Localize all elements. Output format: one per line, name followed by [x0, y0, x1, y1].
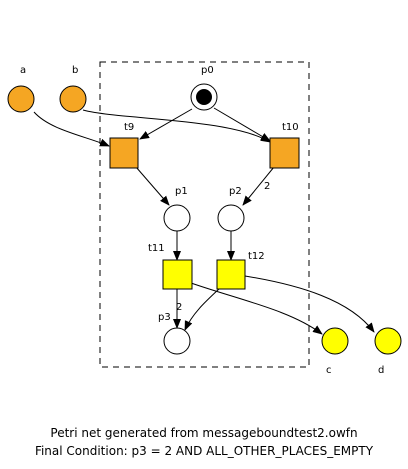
label-t10: t10	[282, 122, 299, 133]
label-d: d	[378, 365, 384, 376]
token-p0	[196, 89, 212, 105]
place-c	[321, 327, 349, 355]
place-a	[7, 85, 35, 113]
arc-t11-c	[190, 282, 323, 335]
caption-line-2: Final Condition: p3 = 2 AND ALL_OTHER_PL…	[35, 444, 374, 458]
arc-t9-p1	[135, 166, 170, 206]
place-b	[59, 85, 87, 113]
label-t11: t11	[148, 243, 165, 254]
label-p2: p2	[229, 186, 242, 197]
label-p0: p0	[201, 65, 214, 76]
arc-t12-p3	[184, 288, 220, 331]
transition-t9	[109, 137, 139, 169]
label-p3: p3	[158, 312, 171, 323]
label-b: b	[72, 65, 78, 76]
label-p1: p1	[175, 186, 188, 197]
weight-t10-p2: 2	[264, 181, 270, 192]
place-d	[374, 327, 402, 355]
arc-t10-p2	[242, 166, 275, 206]
label-t12: t12	[248, 251, 265, 262]
arc-p0-t9	[139, 108, 193, 140]
label-c: c	[326, 365, 332, 376]
place-p3	[163, 327, 191, 355]
place-p1	[163, 204, 191, 232]
arc-a-t9	[33, 111, 110, 147]
label-t9: t9	[124, 122, 134, 133]
transition-t10	[269, 137, 300, 169]
net-boundary	[99, 61, 310, 368]
weight-t11-p3: 2	[176, 302, 182, 313]
arc-b-t10	[82, 109, 271, 143]
arc-p0-t10	[213, 107, 271, 142]
place-p2	[217, 204, 245, 232]
arc-t12-d	[244, 275, 375, 333]
label-a: a	[20, 65, 26, 76]
transition-t11	[162, 259, 193, 290]
transition-t12	[216, 259, 246, 290]
caption-line-1: Petri net generated from messageboundtes…	[50, 426, 357, 440]
